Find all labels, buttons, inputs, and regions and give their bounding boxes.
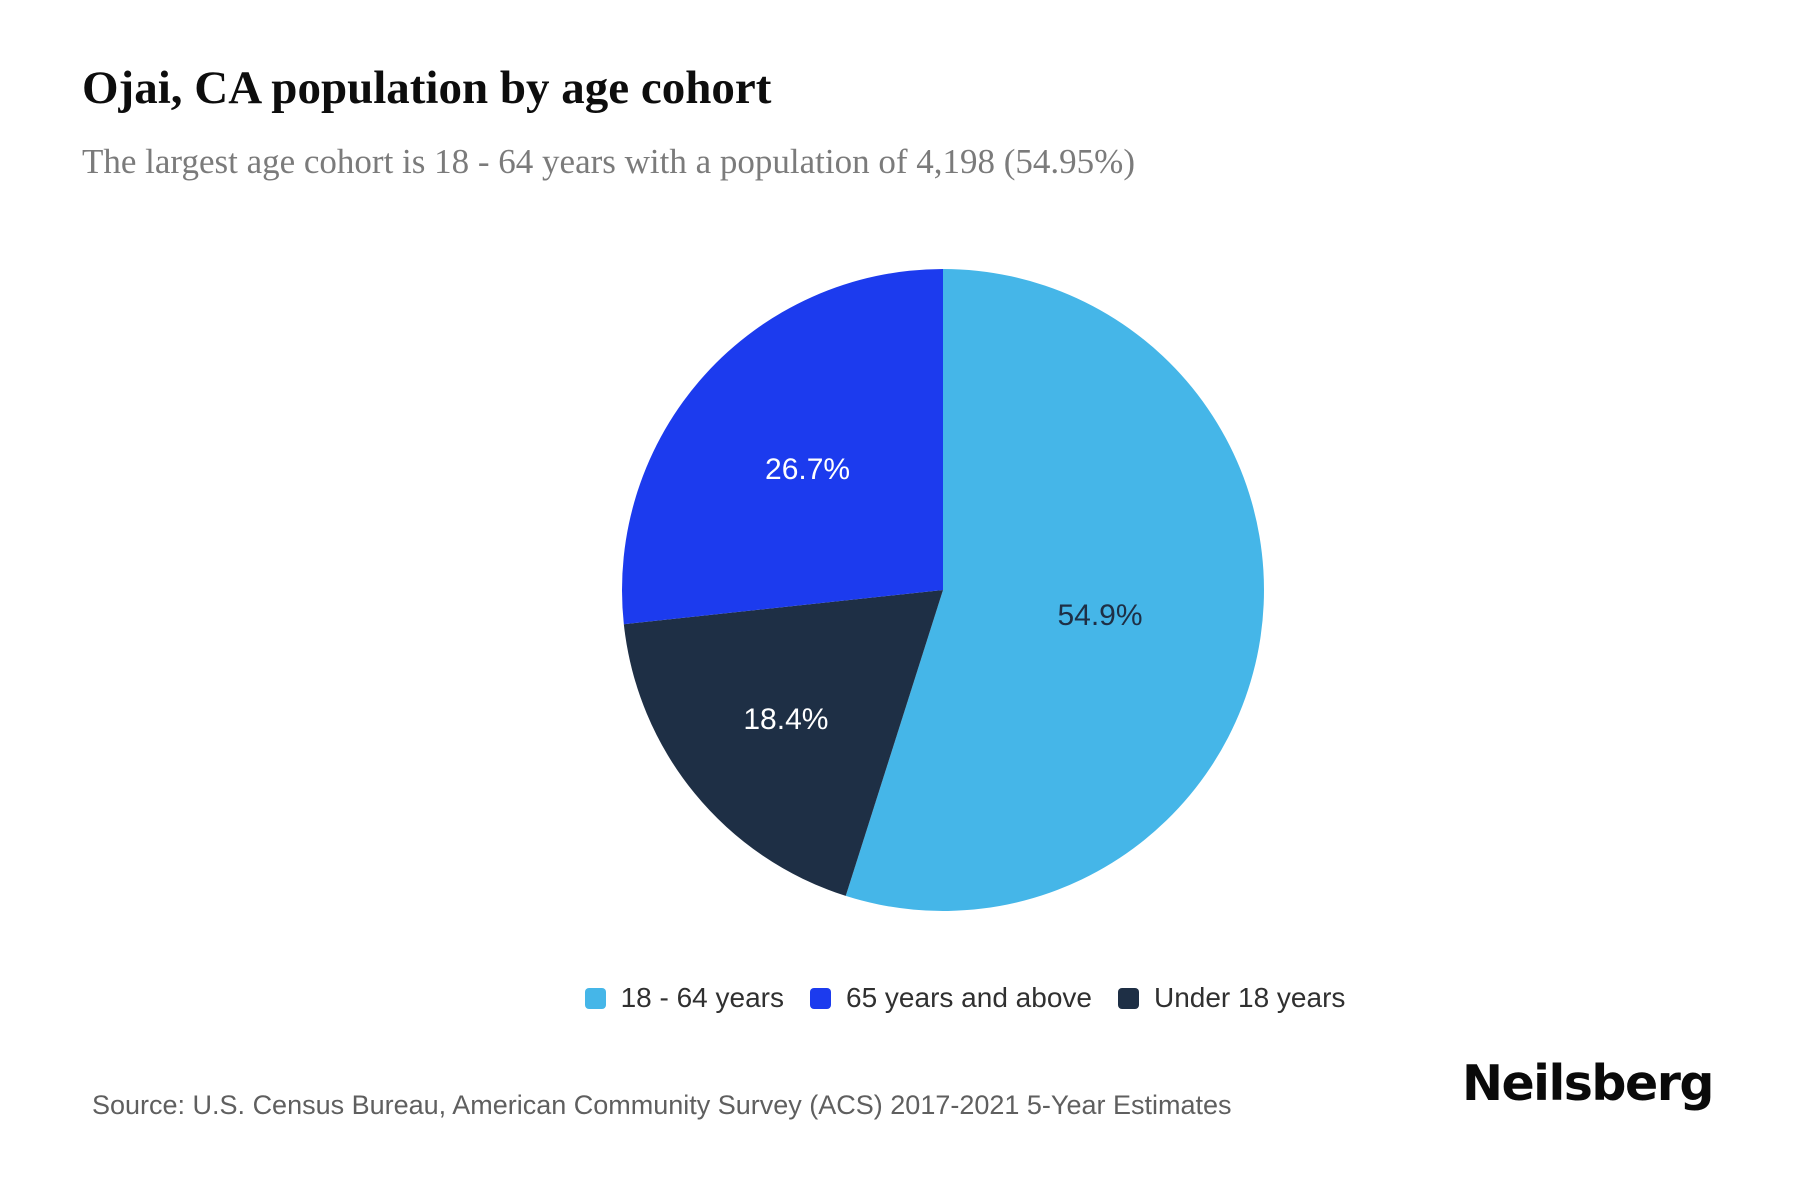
pie-slice-18-64-years[interactable] [845, 269, 1264, 911]
legend-item-65-years-and-above[interactable]: 65 years and above [810, 984, 1092, 1012]
chart-title: Ojai, CA population by age cohort [82, 62, 772, 114]
pie-slice-pct-label: 26.7% [765, 453, 850, 486]
legend-label-18-64-years: 18 - 64 years [620, 982, 784, 1013]
pie-slice-pct-label: 54.9% [1057, 599, 1142, 632]
legend-item-18-64-years[interactable]: 18 - 64 years [584, 982, 784, 1013]
legend-swatch-65-years-and-above [810, 987, 831, 1009]
brand-logo: Neilsberg [1461, 1055, 1715, 1112]
pie-slice-65-years-and-above[interactable] [622, 269, 943, 625]
source-note: Source: U.S. Census Bureau, American Com… [92, 1090, 1232, 1120]
legend-label-65-years-and-above: 65 years and above [846, 982, 1092, 1013]
legend-item-under-18-years[interactable]: Under 18 years [1117, 982, 1346, 1013]
legend: 18 - 64 years 65 years and above Under 1… [65, 976, 1800, 1020]
pie-slice-under-18-years[interactable] [623, 590, 943, 896]
legend-swatch-under-18-years [1117, 987, 1139, 1009]
legend-swatch-18-64-years [584, 987, 606, 1009]
legend-label-under-18-years: Under 18 years [1153, 982, 1346, 1013]
pie-slice-pct-label: 18.4% [743, 703, 828, 736]
chart-subtitle: The largest age cohort is 18 - 64 years … [82, 142, 1135, 181]
